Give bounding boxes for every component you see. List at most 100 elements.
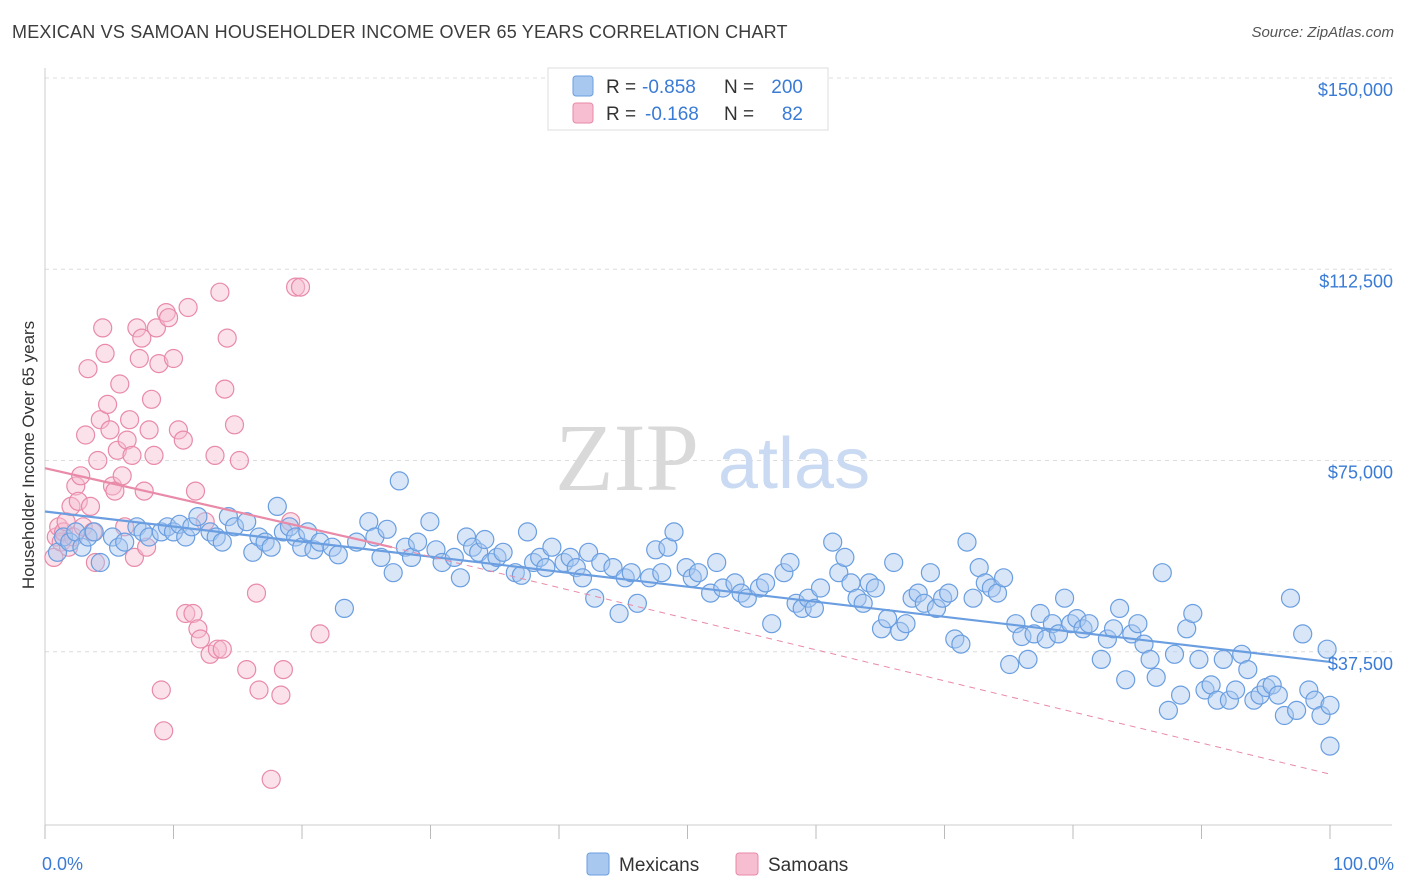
point-mexicans xyxy=(261,537,281,557)
point-mexicans xyxy=(371,547,391,568)
point-samoans xyxy=(120,410,140,430)
point-mexicans xyxy=(1109,598,1130,619)
point-mexicans xyxy=(389,471,409,491)
point-samoans xyxy=(173,430,193,450)
point-mexicans xyxy=(945,629,965,649)
point-mexicans xyxy=(304,540,324,560)
legend-r-value: -0.858 xyxy=(642,77,696,98)
point-samoans xyxy=(122,445,142,465)
point-samoans xyxy=(44,547,64,568)
legend-r-value: -0.168 xyxy=(645,104,699,125)
point-samoans xyxy=(205,445,225,465)
point-mexicans xyxy=(688,563,709,583)
point-mexicans xyxy=(957,532,977,552)
point-mexicans xyxy=(652,563,672,583)
point-mexicans xyxy=(463,537,483,557)
point-samoans xyxy=(290,277,311,297)
point-samoans xyxy=(80,496,101,516)
point-mexicans xyxy=(865,578,886,598)
point-samoans xyxy=(246,583,267,603)
point-mexicans xyxy=(536,557,556,578)
point-mexicans xyxy=(1146,667,1166,687)
point-mexicans xyxy=(1213,649,1233,670)
legend-r-label: R = xyxy=(606,104,636,125)
point-mexicans xyxy=(115,532,135,552)
point-samoans xyxy=(176,603,196,624)
point-samoans xyxy=(178,297,198,318)
legend-top: R = -0.858 N = 200 R = -0.168 N = 82 xyxy=(547,67,829,131)
point-mexicans xyxy=(1183,603,1203,624)
point-mexicans xyxy=(1128,614,1148,634)
point-mexicans xyxy=(487,547,507,568)
point-mexicans xyxy=(450,568,470,588)
legend-swatch-mexicans xyxy=(572,75,594,97)
point-mexicans xyxy=(1079,614,1099,634)
watermark-atlas: atlas xyxy=(718,424,870,504)
point-mexicans xyxy=(1024,624,1044,644)
grid-lines xyxy=(45,77,1392,653)
point-samoans xyxy=(229,450,249,471)
point-mexicans xyxy=(1299,680,1319,700)
point-mexicans xyxy=(884,552,904,573)
point-samoans xyxy=(93,318,113,338)
point-samoans xyxy=(100,420,120,440)
legend-swatch-samoans xyxy=(572,102,594,124)
point-mexicans xyxy=(408,532,428,552)
legend-n-value: 82 xyxy=(782,104,803,125)
point-samoans xyxy=(85,552,106,573)
point-mexicans xyxy=(1000,654,1020,675)
point-mexicans xyxy=(939,583,959,603)
y-tick-label: $37,500 xyxy=(1328,654,1393,674)
legend-n-value: 200 xyxy=(771,77,803,98)
point-mexicans xyxy=(1158,700,1179,721)
y-tick-labels: $37,500 $75,000 $112,500 $150,000 xyxy=(1318,80,1393,674)
point-samoans xyxy=(105,481,125,501)
point-samoans xyxy=(210,282,230,302)
point-mexicans xyxy=(224,517,245,537)
trend-line-dashed-samoans xyxy=(391,546,1331,775)
point-mexicans xyxy=(1293,624,1313,644)
point-samoans xyxy=(286,277,306,297)
point-mexicans xyxy=(804,598,825,619)
point-mexicans xyxy=(713,578,733,598)
point-mexicans xyxy=(456,527,477,547)
point-mexicans xyxy=(823,532,843,552)
series-samoans-points xyxy=(44,277,330,789)
point-mexicans xyxy=(475,529,495,550)
legend-n-label: N = xyxy=(724,77,754,98)
point-mexicans xyxy=(383,563,403,583)
point-mexicans xyxy=(560,547,580,568)
point-samoans xyxy=(154,721,174,741)
point-samoans xyxy=(66,476,86,496)
point-mexicans xyxy=(1244,690,1264,710)
point-mexicans xyxy=(1116,670,1136,690)
point-mexicans xyxy=(890,621,910,642)
point-mexicans xyxy=(627,593,648,613)
point-mexicans xyxy=(542,537,562,557)
point-mexicans xyxy=(84,522,104,542)
x-tick-label-max: 100.0% xyxy=(1333,854,1394,874)
point-mexicans xyxy=(707,552,727,573)
point-mexicans xyxy=(572,568,593,588)
point-samoans xyxy=(127,318,147,338)
point-samoans xyxy=(88,450,108,471)
point-mexicans xyxy=(426,540,446,560)
point-mexicans xyxy=(780,552,800,573)
point-mexicans xyxy=(237,512,257,532)
y-axis-label: Householder Income Over 65 years xyxy=(19,321,38,589)
point-samoans xyxy=(273,659,293,680)
watermark: ZIP atlas xyxy=(555,404,870,511)
point-mexicans xyxy=(188,506,208,527)
point-mexicans xyxy=(664,522,684,542)
point-mexicans xyxy=(621,563,641,583)
point-mexicans xyxy=(902,588,922,608)
y-tick-label: $75,000 xyxy=(1328,463,1393,483)
trend-line-samoans xyxy=(44,467,393,549)
trend-lines xyxy=(44,467,1331,775)
point-samoans xyxy=(163,348,184,369)
point-mexicans xyxy=(853,593,873,613)
point-mexicans xyxy=(334,598,354,619)
point-mexicans xyxy=(951,634,971,654)
point-mexicans xyxy=(920,563,941,583)
